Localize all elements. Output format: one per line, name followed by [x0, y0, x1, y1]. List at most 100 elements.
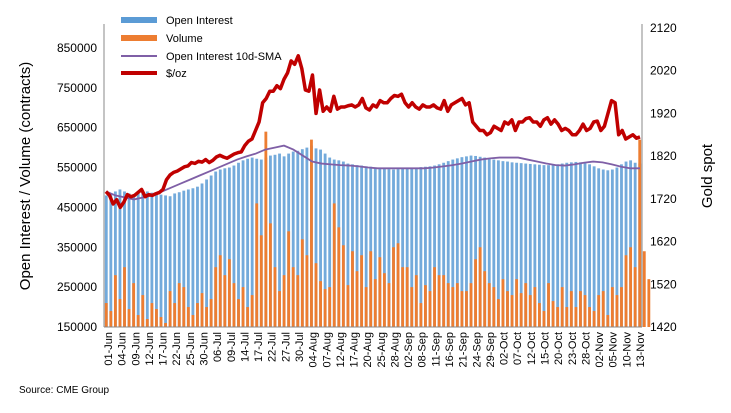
volume-bar [255, 203, 259, 327]
volume-bar [492, 287, 496, 327]
open-interest-bar [606, 170, 610, 327]
open-interest-bar [474, 155, 477, 327]
x-tick-label: 07-Aug [321, 332, 333, 367]
open-interest-bar [123, 191, 126, 327]
open-interest-bar [437, 164, 441, 327]
volume-bar [109, 311, 113, 327]
volume-bar [246, 307, 250, 327]
open-interest-bar [424, 166, 427, 327]
open-interest-bar [478, 156, 482, 327]
volume-bar [305, 255, 309, 327]
volume-bar [414, 275, 418, 327]
volume-bar [282, 275, 286, 327]
legend-label-sma: Open Interest 10d-SMA [166, 51, 282, 63]
volume-bar [647, 279, 651, 327]
volume-bar [123, 267, 126, 327]
open-interest-bar [610, 169, 614, 327]
open-interest-bar [278, 153, 281, 327]
x-tick-label: 28-Oct [580, 332, 592, 365]
open-interest-bar [414, 167, 418, 327]
volume-bar [164, 323, 167, 327]
volume-bar [496, 299, 500, 327]
open-interest-bar [419, 167, 423, 327]
volume-bar [601, 291, 605, 327]
volume-bar [104, 303, 108, 327]
volume-bar [319, 281, 322, 327]
open-interest-bar [524, 163, 528, 327]
open-interest-bar [214, 171, 218, 327]
volume-bar [437, 275, 441, 327]
volume-bar [387, 283, 391, 327]
open-interest-bar [592, 166, 596, 327]
open-interest-bar [351, 164, 354, 327]
left-axis-title: Open Interest / Volume (contracts) [17, 62, 34, 290]
volume-bar [583, 295, 587, 327]
open-interest-bar [624, 161, 628, 327]
open-interest-bar [569, 162, 573, 327]
open-interest-bar [560, 163, 564, 327]
volume-bar [560, 287, 564, 327]
volume-bar [200, 293, 204, 327]
open-interest-bar [218, 169, 222, 327]
x-tick-label: 02-Oct [499, 332, 511, 365]
x-tick-label: 27-Jul [280, 332, 292, 362]
x-tick-label: 11-Sep [430, 332, 442, 367]
legend-swatch-open-interest [121, 17, 157, 23]
open-interest-bar [159, 194, 163, 327]
open-interest-bar [364, 166, 368, 327]
x-tick-label: 12-Jun [144, 332, 156, 366]
volume-bar [465, 291, 468, 327]
right-tick-label: 2120 [650, 21, 677, 35]
open-interest-bar [173, 193, 177, 327]
volume-bar [620, 287, 623, 327]
legend: Open Interest Volume Open Interest 10d-S… [121, 15, 282, 80]
volume-bar [396, 243, 400, 327]
volume-bar [615, 295, 619, 327]
open-interest-bar [515, 162, 519, 327]
open-interest-bar [155, 193, 158, 327]
x-tick-label: 12-Oct [526, 332, 538, 365]
right-tick-label: 2020 [650, 64, 677, 78]
x-tick-label: 16-Sep [444, 332, 456, 367]
volume-bar [296, 275, 300, 327]
volume-bar [579, 291, 582, 327]
volume-bar [205, 307, 208, 327]
x-tick-label: 20-Oct [553, 332, 565, 365]
volume-bar [542, 311, 546, 327]
price-line [104, 54, 641, 210]
open-interest-bar [574, 161, 578, 327]
open-interest-bar [250, 157, 254, 327]
left-tick-label: 450000 [57, 200, 97, 214]
axes: 150000 250000 350000 450000 550000 650000 7500… [57, 21, 677, 367]
volume-bar [528, 295, 532, 327]
volume-bar [264, 131, 268, 327]
volume-bar [424, 285, 427, 327]
volume-bar [291, 267, 295, 327]
volume-bar [273, 267, 277, 327]
volume-bar [551, 301, 555, 327]
volume-bar [360, 255, 364, 327]
open-interest-bar [113, 191, 117, 327]
open-interest-bar [145, 191, 149, 327]
open-interest-bar [506, 161, 509, 327]
open-interest-bar [341, 161, 345, 327]
volume-bar [237, 299, 240, 327]
x-tick-label: 17-Aug [349, 332, 361, 367]
right-tick-label: 1720 [650, 192, 677, 206]
volume-bar [113, 275, 117, 327]
x-tick-label: 05-Nov [608, 332, 620, 368]
volume-bar [300, 239, 304, 327]
legend-label-price: $/oz [166, 68, 187, 80]
volume-bar [223, 275, 227, 327]
volume-bar [606, 315, 610, 327]
volume-bar [524, 283, 528, 327]
legend-label-volume: Volume [166, 33, 203, 45]
open-interest-bar [501, 161, 505, 327]
open-interest-bar [533, 164, 537, 327]
volume-bar [469, 283, 473, 327]
open-interest-bar [104, 195, 108, 327]
x-tick-label: 08-Sep [417, 332, 429, 367]
open-interest-bar [346, 163, 350, 327]
open-interest-bar [551, 164, 555, 327]
